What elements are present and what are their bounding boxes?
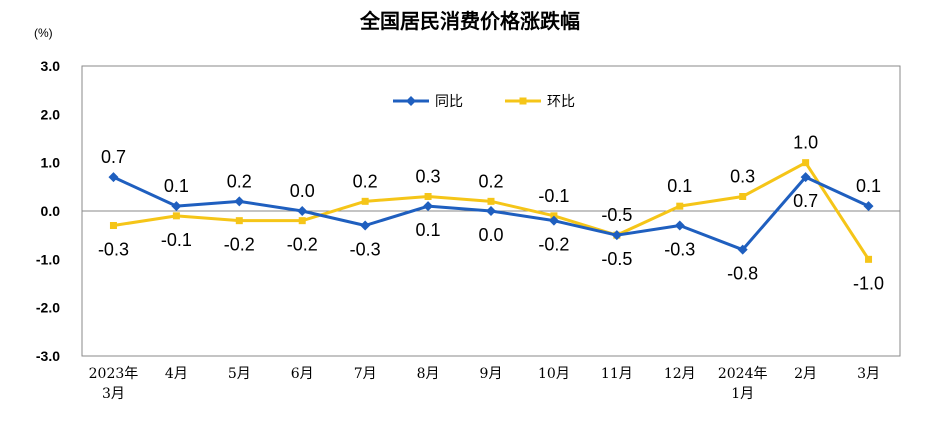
- data-point-marker: [802, 159, 810, 167]
- x-tick-line: 2023年: [89, 366, 139, 382]
- data-point-marker: [423, 201, 434, 212]
- data-label: 1.0: [793, 133, 818, 153]
- y-tick-label: 0.0: [41, 203, 61, 219]
- x-tick-label: 6月: [291, 366, 314, 382]
- legend-label: 同比: [435, 94, 463, 110]
- x-tick-line: 3月: [857, 366, 880, 382]
- x-tick-line: 3月: [102, 386, 125, 402]
- x-tick-label: 2024年 1月: [718, 366, 768, 402]
- data-label: 0.0: [478, 225, 503, 245]
- data-label: 0.1: [416, 220, 441, 240]
- x-tick-line: 9月: [480, 366, 503, 382]
- y-tick-label: -1.0: [36, 251, 60, 267]
- y-tick-label: -3.0: [36, 348, 60, 364]
- data-label: -0.3: [98, 240, 129, 260]
- x-tick-label: 7月: [354, 366, 377, 382]
- data-label: -0.8: [727, 264, 758, 284]
- data-point-marker: [865, 255, 873, 263]
- x-tick-line: 1月: [731, 386, 754, 402]
- data-point-marker: [739, 193, 747, 200]
- x-axis: 2023年 3月 4月 5月 6月 7月 8月 9月 10月 11月 12月 2024年 1月 2月 3月: [89, 366, 880, 402]
- x-tick-line: 2024年: [718, 366, 768, 382]
- data-point-marker: [487, 197, 495, 205]
- x-tick-line: 6月: [291, 366, 314, 382]
- data-point-marker: [298, 217, 306, 225]
- x-tick-label: 9月: [480, 366, 503, 382]
- x-tick-line: 11月: [601, 366, 633, 382]
- x-tick-line: 12月: [664, 366, 696, 382]
- data-point-marker: [486, 206, 496, 216]
- data-label: -1.0: [853, 273, 884, 293]
- chart-title: 全国居民消费价格涨跌幅: [359, 9, 580, 33]
- data-label: -0.5: [601, 249, 632, 269]
- data-point-marker: [109, 222, 117, 229]
- x-tick-line: 2月: [794, 366, 817, 382]
- data-point-marker: [360, 220, 371, 231]
- data-label: 0.2: [478, 171, 503, 191]
- data-label: 0.3: [730, 167, 755, 187]
- data-label: -0.2: [287, 235, 318, 255]
- x-tick-label: 4月: [165, 366, 188, 382]
- y-axis: 3.0 2.0 1.0 0.0 -1.0 -2.0 -3.0: [36, 58, 60, 364]
- x-tick-label: 8月: [417, 366, 440, 382]
- data-label: -0.1: [538, 186, 569, 206]
- x-tick-label: 3月: [857, 366, 880, 382]
- x-tick-label: 12月: [664, 366, 696, 382]
- data-label: 0.2: [227, 171, 252, 191]
- x-tick-line: 5月: [228, 366, 251, 382]
- y-tick-label: -2.0: [36, 300, 60, 316]
- data-label: 0.1: [856, 176, 881, 196]
- data-point-marker: [234, 196, 245, 207]
- data-label: 0.0: [290, 181, 315, 201]
- x-tick-label: 10月: [538, 366, 570, 382]
- x-tick-label: 5月: [228, 366, 251, 382]
- data-label: -0.1: [161, 230, 192, 250]
- data-label: 0.2: [353, 171, 378, 191]
- data-point-marker: [172, 212, 180, 220]
- x-tick-label: 2月: [794, 366, 817, 382]
- x-tick-line: 8月: [417, 366, 440, 382]
- data-label: 0.7: [101, 147, 126, 167]
- data-point-marker: [361, 197, 369, 205]
- y-tick-label: 2.0: [41, 106, 61, 122]
- x-tick-line: 4月: [165, 366, 188, 382]
- data-point-marker: [235, 217, 243, 225]
- y-unit-label: (%): [34, 26, 53, 40]
- data-label: -0.5: [601, 205, 632, 225]
- data-point-marker: [424, 193, 432, 200]
- data-label: -0.2: [224, 235, 255, 255]
- data-labels: 0.7 0.1 0.2 0.0 -0.3 0.1 0.0 -0.2 -0.5 -0.3 -0.8 0.…: [98, 133, 884, 294]
- x-tick-label: 11月: [601, 366, 633, 382]
- data-label: 0.7: [793, 191, 818, 211]
- data-point-marker: [800, 172, 811, 183]
- data-point-marker: [297, 206, 308, 216]
- data-point-marker: [676, 202, 684, 210]
- series-layer: [108, 159, 874, 263]
- data-point-marker: [863, 201, 874, 212]
- y-tick-label: 1.0: [41, 155, 61, 171]
- data-label: -0.3: [664, 240, 695, 260]
- legend: 同比 环比: [393, 94, 575, 110]
- data-label: 0.1: [164, 176, 189, 196]
- data-point-marker: [737, 244, 748, 255]
- data-point-marker: [611, 230, 622, 241]
- data-point-marker: [171, 201, 182, 212]
- data-point-marker: [548, 215, 559, 226]
- x-tick-line: 10月: [538, 366, 570, 382]
- data-label: -0.2: [538, 235, 569, 255]
- data-point-marker: [674, 220, 685, 231]
- x-tick-label: 2023年 3月: [89, 366, 139, 402]
- legend-swatch-marker: [406, 96, 416, 106]
- data-label: 0.3: [416, 167, 441, 187]
- data-point-marker: [108, 172, 119, 183]
- x-tick-line: 7月: [354, 366, 377, 382]
- data-label: 0.1: [667, 176, 692, 196]
- y-tick-label: 3.0: [41, 58, 61, 74]
- legend-swatch-marker: [519, 97, 527, 105]
- data-label: -0.3: [350, 240, 381, 260]
- legend-label: 环比: [547, 94, 575, 110]
